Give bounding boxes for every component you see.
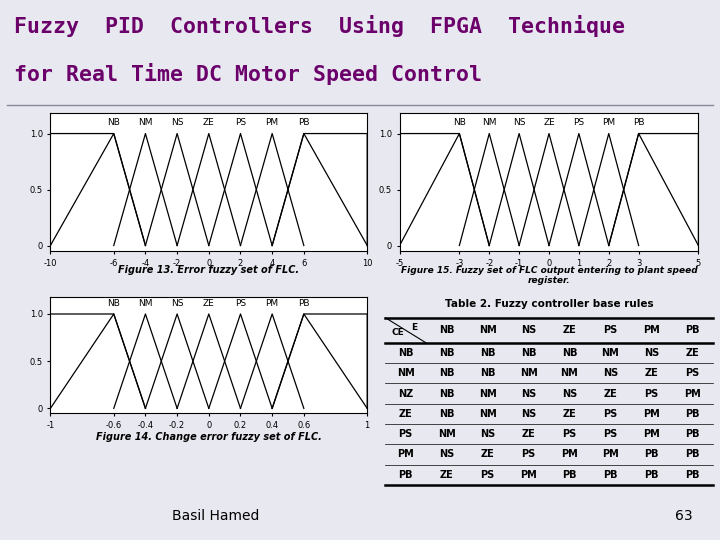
Text: PB: PB bbox=[685, 429, 700, 439]
Text: PS: PS bbox=[235, 299, 246, 308]
Text: PB: PB bbox=[633, 118, 644, 127]
Text: NB: NB bbox=[562, 348, 577, 358]
Text: PB: PB bbox=[685, 325, 700, 335]
Text: NM: NM bbox=[601, 348, 619, 358]
Text: NB: NB bbox=[107, 118, 120, 127]
Text: NB: NB bbox=[439, 389, 454, 399]
Text: ZE: ZE bbox=[481, 449, 495, 460]
Text: NS: NS bbox=[521, 409, 536, 419]
Text: PS: PS bbox=[685, 368, 699, 379]
Text: ZE: ZE bbox=[399, 409, 413, 419]
Text: NB: NB bbox=[480, 368, 495, 379]
Text: PS: PS bbox=[521, 449, 536, 460]
Text: NS: NS bbox=[513, 118, 526, 127]
Text: PM: PM bbox=[643, 409, 660, 419]
Text: PB: PB bbox=[603, 470, 618, 480]
Text: E: E bbox=[411, 323, 417, 333]
Text: NM: NM bbox=[138, 118, 153, 127]
Text: PM: PM bbox=[561, 449, 578, 460]
Text: PB: PB bbox=[298, 299, 310, 308]
Text: PS: PS bbox=[603, 409, 618, 419]
Text: Table 2. Fuzzy controller base rules: Table 2. Fuzzy controller base rules bbox=[445, 299, 653, 309]
Text: PM: PM bbox=[602, 449, 618, 460]
Text: NB: NB bbox=[439, 325, 454, 335]
Text: NB: NB bbox=[439, 368, 454, 379]
Text: ZE: ZE bbox=[522, 429, 536, 439]
Text: NS: NS bbox=[171, 118, 184, 127]
Text: NB: NB bbox=[521, 348, 536, 358]
Text: ZE: ZE bbox=[562, 325, 576, 335]
Text: NM: NM bbox=[479, 389, 497, 399]
Text: NB: NB bbox=[439, 409, 454, 419]
Text: ZE: ZE bbox=[543, 118, 555, 127]
Text: PM: PM bbox=[266, 118, 279, 127]
Text: CE: CE bbox=[391, 328, 404, 337]
Text: ZE: ZE bbox=[203, 118, 215, 127]
Text: NM: NM bbox=[397, 368, 415, 379]
Text: NM: NM bbox=[138, 299, 153, 308]
Text: 63: 63 bbox=[675, 509, 693, 523]
Text: PS: PS bbox=[603, 429, 618, 439]
Text: PS: PS bbox=[480, 470, 495, 480]
Text: ZE: ZE bbox=[203, 299, 215, 308]
Text: Basil Hamed: Basil Hamed bbox=[172, 509, 260, 523]
Text: NM: NM bbox=[561, 368, 578, 379]
Text: NS: NS bbox=[521, 325, 536, 335]
Text: PM: PM bbox=[602, 118, 616, 127]
Text: NM: NM bbox=[520, 368, 537, 379]
Point bbox=[381, 314, 390, 321]
Text: NS: NS bbox=[644, 348, 659, 358]
Text: PM: PM bbox=[266, 299, 279, 308]
Text: PM: PM bbox=[684, 389, 701, 399]
Text: NS: NS bbox=[171, 299, 184, 308]
Text: NB: NB bbox=[453, 118, 466, 127]
Text: ZE: ZE bbox=[644, 368, 658, 379]
Text: PB: PB bbox=[685, 409, 700, 419]
Text: NS: NS bbox=[439, 449, 454, 460]
Text: NS: NS bbox=[603, 368, 618, 379]
Text: NS: NS bbox=[480, 429, 495, 439]
Text: PS: PS bbox=[562, 429, 577, 439]
Text: NZ: NZ bbox=[398, 389, 413, 399]
Text: PS: PS bbox=[573, 118, 585, 127]
Text: Figure 15. Fuzzy set of FLC output entering to plant speed
register.: Figure 15. Fuzzy set of FLC output enter… bbox=[400, 266, 698, 285]
Line: 2 pts: 2 pts bbox=[385, 318, 426, 343]
Text: PB: PB bbox=[562, 470, 577, 480]
Text: PM: PM bbox=[643, 325, 660, 335]
Text: Figure 14. Change error fuzzy set of FLC.: Figure 14. Change error fuzzy set of FLC… bbox=[96, 433, 322, 442]
Text: ZE: ZE bbox=[685, 348, 699, 358]
Text: PB: PB bbox=[685, 449, 700, 460]
Text: NS: NS bbox=[562, 389, 577, 399]
Text: PB: PB bbox=[644, 470, 659, 480]
Text: PS: PS bbox=[235, 118, 246, 127]
Text: NM: NM bbox=[482, 118, 497, 127]
Text: PM: PM bbox=[397, 449, 414, 460]
Text: ZE: ZE bbox=[440, 470, 454, 480]
Text: PM: PM bbox=[520, 470, 537, 480]
Text: NM: NM bbox=[479, 325, 497, 335]
Text: for Real Time DC Motor Speed Control: for Real Time DC Motor Speed Control bbox=[14, 63, 482, 85]
Text: PB: PB bbox=[685, 470, 700, 480]
Text: NB: NB bbox=[398, 348, 413, 358]
Text: PB: PB bbox=[398, 470, 413, 480]
Text: PB: PB bbox=[298, 118, 310, 127]
Text: PS: PS bbox=[603, 325, 618, 335]
Text: ZE: ZE bbox=[562, 409, 576, 419]
Text: Fuzzy  PID  Controllers  Using  FPGA  Technique: Fuzzy PID Controllers Using FPGA Techniq… bbox=[14, 15, 626, 37]
Text: ZE: ZE bbox=[603, 389, 617, 399]
Text: PM: PM bbox=[643, 429, 660, 439]
Text: PB: PB bbox=[644, 449, 659, 460]
Text: NB: NB bbox=[480, 348, 495, 358]
Text: NB: NB bbox=[107, 299, 120, 308]
Point bbox=[422, 340, 431, 346]
Text: NB: NB bbox=[439, 348, 454, 358]
Text: NS: NS bbox=[521, 389, 536, 399]
Text: Figure 13. Error fuzzy set of FLC.: Figure 13. Error fuzzy set of FLC. bbox=[118, 265, 300, 275]
Text: PS: PS bbox=[399, 429, 413, 439]
Text: PS: PS bbox=[644, 389, 659, 399]
Text: NM: NM bbox=[438, 429, 456, 439]
Text: NM: NM bbox=[479, 409, 497, 419]
